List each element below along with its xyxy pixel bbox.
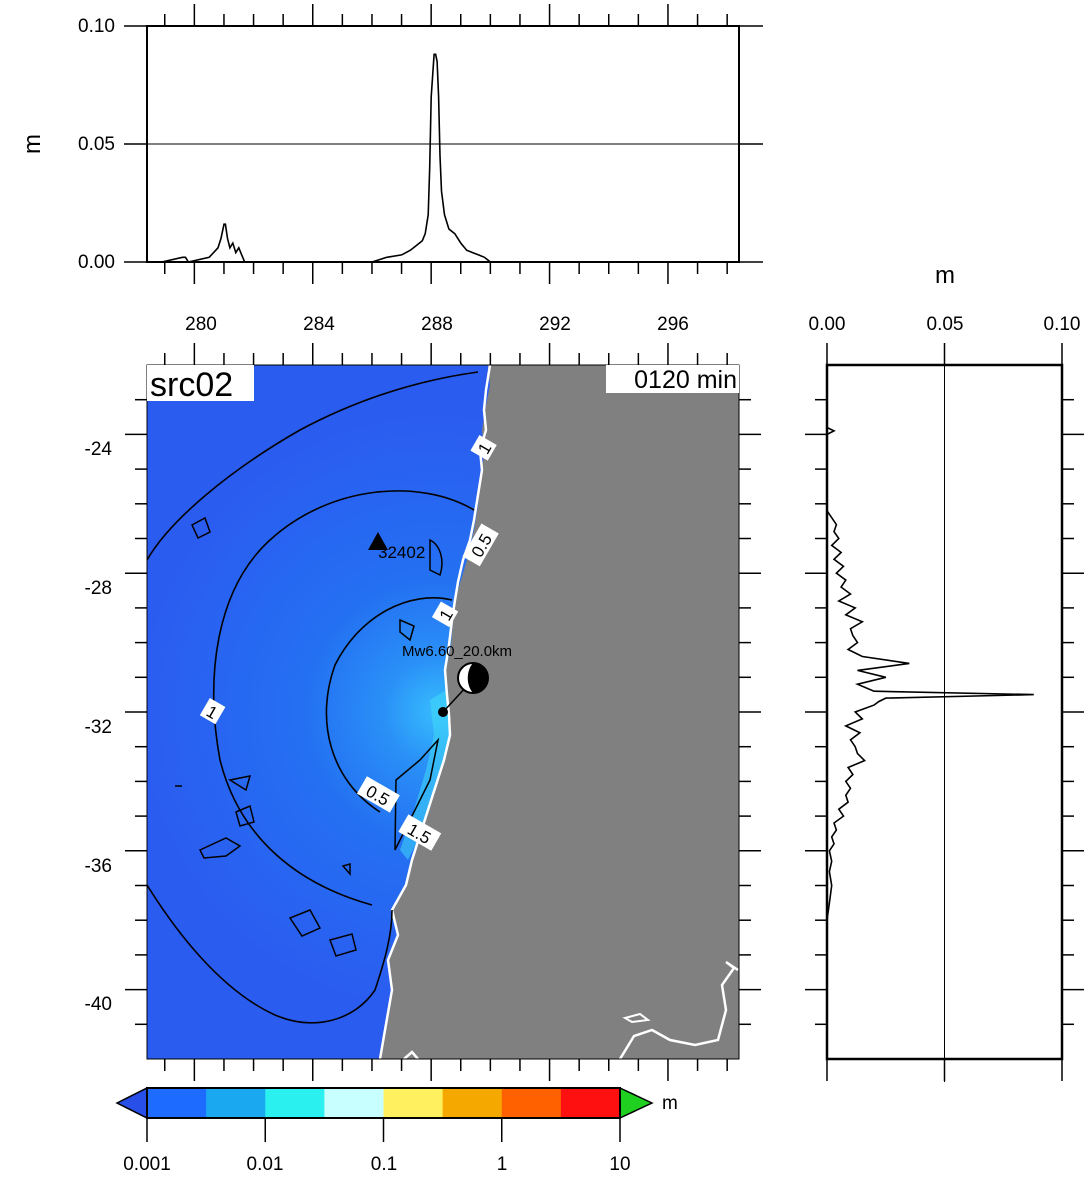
map-panel: 32402 Mw6.60_20.0km 10.510.511.5 src02 0… [85, 364, 1084, 1060]
colorbar-band [147, 1088, 207, 1118]
coastline-south [403, 960, 739, 1059]
lat-tick-label: -36 [85, 856, 112, 877]
source-epicenter [438, 707, 448, 717]
xtick-label: 292 [539, 314, 571, 335]
contour-label-box [431, 601, 459, 628]
time-label-box [606, 365, 739, 393]
colorbar-unit: m [662, 1093, 678, 1114]
source-mechanism [438, 662, 489, 717]
map-title: src02 [150, 366, 233, 404]
top-ylabel: m [19, 134, 46, 154]
colorbar-bands [147, 1088, 621, 1118]
top-ytick-label: 0.10 [78, 16, 115, 37]
colorbar-tick-label: 0.001 [123, 1154, 171, 1175]
map-tick-marks [125, 398, 1084, 1026]
top-series-layer [147, 53, 739, 262]
contour-label-box [356, 776, 400, 813]
colorbar-band [265, 1088, 325, 1118]
colorbar: m 0.001 0.01 0.1 1 10 [115, 1086, 678, 1175]
colorbar-tick-marks [146, 1118, 621, 1142]
top-profile-series [147, 53, 739, 262]
lat-tick-label: -40 [85, 994, 112, 1015]
top-profile-panel: m 0.00 0.05 0.10 280 284 288 292 296 [19, 4, 763, 1081]
top-tick-marks [124, 4, 763, 1081]
xtick-label: 288 [421, 314, 453, 335]
right-profile-series [827, 365, 1034, 1059]
right-xtick-label: 0.10 [1044, 314, 1081, 335]
contour-label-box [398, 814, 442, 851]
contour-line [147, 371, 479, 561]
time-label: 0120 min [634, 366, 737, 394]
right-xlabel: m [935, 262, 955, 289]
colorbar-band [560, 1088, 621, 1118]
colorbar-band [206, 1088, 266, 1118]
colorbar-over-arrow [619, 1086, 654, 1120]
right-profile-panel: m 0.00 0.05 0.10 [809, 262, 1081, 1082]
source-label: Mw6.60_20.0km [402, 643, 512, 660]
land-mass [380, 365, 739, 1059]
contour-label-box [470, 434, 497, 461]
contour-line [147, 884, 393, 1024]
contour-label: 1 [431, 601, 459, 628]
coastline [378, 365, 492, 1059]
colorbar-under-arrow [115, 1086, 148, 1120]
colorbar-tick-label: 0.1 [371, 1154, 397, 1175]
beachball-compression-icon [467, 663, 488, 693]
lat-tick-label: -32 [85, 717, 112, 738]
contour-label-box [462, 523, 499, 567]
colorbar-band [442, 1088, 503, 1118]
contour-line [325, 597, 453, 813]
right-xtick-label: 0.00 [809, 314, 846, 335]
top-ytick-label: 0.00 [78, 252, 115, 273]
xtick-label: 296 [657, 314, 689, 335]
colorbar-tick-label: 1 [497, 1154, 508, 1175]
right-tick-marks [826, 343, 1063, 1081]
island-contours [175, 516, 443, 957]
contour-line [212, 490, 475, 906]
contour-labels: 10.510.511.5 [199, 434, 499, 851]
right-xtick-label: 0.05 [927, 314, 964, 335]
lat-tick-label: -24 [85, 439, 113, 460]
xtick-label: 280 [185, 314, 217, 335]
contour-label: 1 [199, 697, 226, 725]
colorbar-tick-label: 10 [609, 1154, 630, 1175]
map-title-box [147, 365, 254, 401]
station-triangle-icon [368, 532, 388, 550]
station-label: 32402 [378, 543, 425, 562]
right-series-layer [827, 365, 1034, 1059]
top-ytick-label: 0.05 [78, 134, 115, 155]
lat-tick-label: -28 [85, 578, 112, 599]
coastline-islet [622, 1012, 651, 1024]
contour-label-box [199, 697, 226, 725]
colorbar-tick-label: 0.01 [247, 1154, 284, 1175]
contour-label: 1 [470, 434, 497, 461]
colorbar-band [383, 1088, 444, 1118]
xtick-label: 284 [303, 314, 335, 335]
colorbar-band [501, 1088, 562, 1118]
colorbar-band [324, 1088, 384, 1118]
